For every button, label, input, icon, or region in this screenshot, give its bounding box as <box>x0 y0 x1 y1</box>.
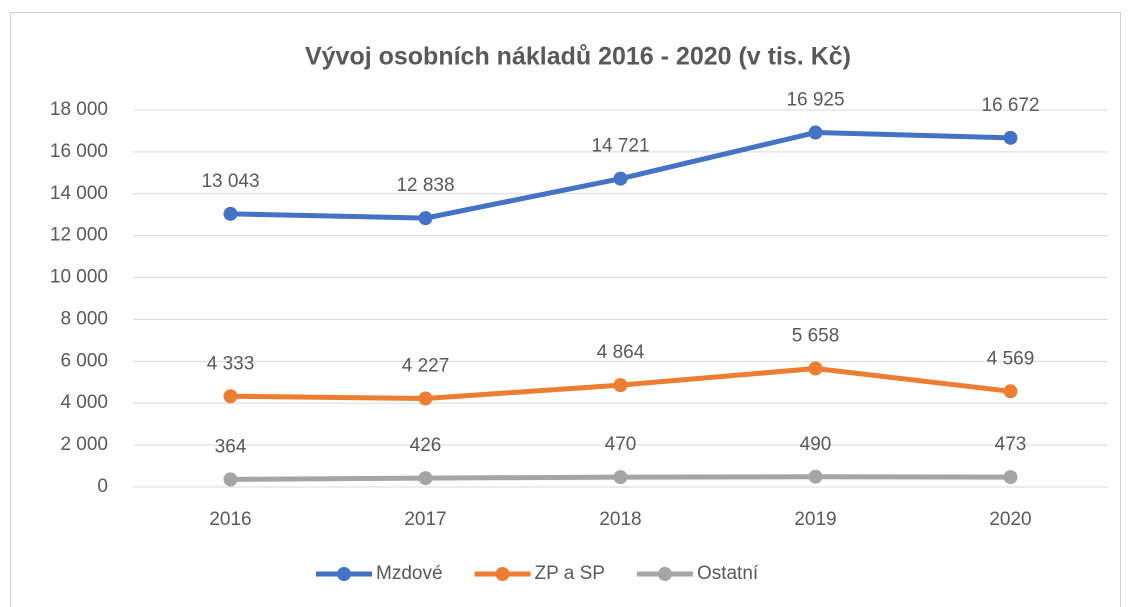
data-point <box>613 171 628 186</box>
legend-label: ZP a SP <box>535 563 605 584</box>
y-tick-label: 8 000 <box>60 308 108 329</box>
chart-border <box>10 12 1121 607</box>
y-tick-label: 0 <box>97 476 108 497</box>
data-label: 490 <box>800 434 832 455</box>
data-point <box>418 211 433 226</box>
data-label: 13 043 <box>201 171 259 192</box>
y-tick-label: 16 000 <box>50 141 108 162</box>
data-label: 4 569 <box>987 348 1035 369</box>
data-point <box>223 389 238 404</box>
data-label: 4 227 <box>402 355 450 376</box>
data-label: 426 <box>410 435 442 456</box>
data-point <box>223 472 238 487</box>
x-tick-label: 2017 <box>404 509 446 530</box>
data-label: 12 838 <box>396 175 454 196</box>
data-point <box>1003 470 1018 485</box>
y-tick-label: 6 000 <box>60 350 108 371</box>
y-tick-label: 4 000 <box>60 392 108 413</box>
legend-marker <box>337 567 351 581</box>
legend-marker <box>495 567 510 581</box>
data-point <box>808 125 823 140</box>
x-tick-label: 2020 <box>989 509 1031 530</box>
x-tick-label: 2016 <box>209 509 251 530</box>
legend-label: Ostatní <box>697 563 759 584</box>
data-point <box>223 206 238 221</box>
data-point <box>1003 384 1018 399</box>
data-label: 4 864 <box>597 342 645 363</box>
data-point <box>1003 130 1018 145</box>
data-label: 473 <box>995 434 1027 455</box>
legend-marker <box>657 567 672 581</box>
y-tick-label: 18 000 <box>50 99 108 120</box>
data-label: 16 672 <box>981 95 1039 116</box>
x-tick-label: 2018 <box>599 509 641 530</box>
y-tick-label: 14 000 <box>50 183 108 204</box>
data-label: 470 <box>605 434 637 455</box>
data-point <box>418 391 433 406</box>
data-label: 16 925 <box>786 90 844 111</box>
data-label: 14 721 <box>591 136 649 157</box>
data-point <box>808 361 823 376</box>
data-label: 4 333 <box>207 353 255 374</box>
y-tick-label: 12 000 <box>50 225 108 246</box>
data-point <box>418 471 433 486</box>
x-tick-label: 2019 <box>794 509 836 530</box>
y-tick-label: 10 000 <box>50 267 108 288</box>
data-label: 5 658 <box>792 326 840 347</box>
data-point <box>613 470 628 485</box>
data-label: 364 <box>215 436 247 457</box>
data-point <box>613 378 628 393</box>
chart-title: Vývoj osobních nákladů 2016 - 2020 (v ti… <box>305 43 851 71</box>
legend-label: Mzdové <box>376 563 443 584</box>
data-point <box>808 469 823 484</box>
y-tick-label: 2 000 <box>60 434 108 455</box>
